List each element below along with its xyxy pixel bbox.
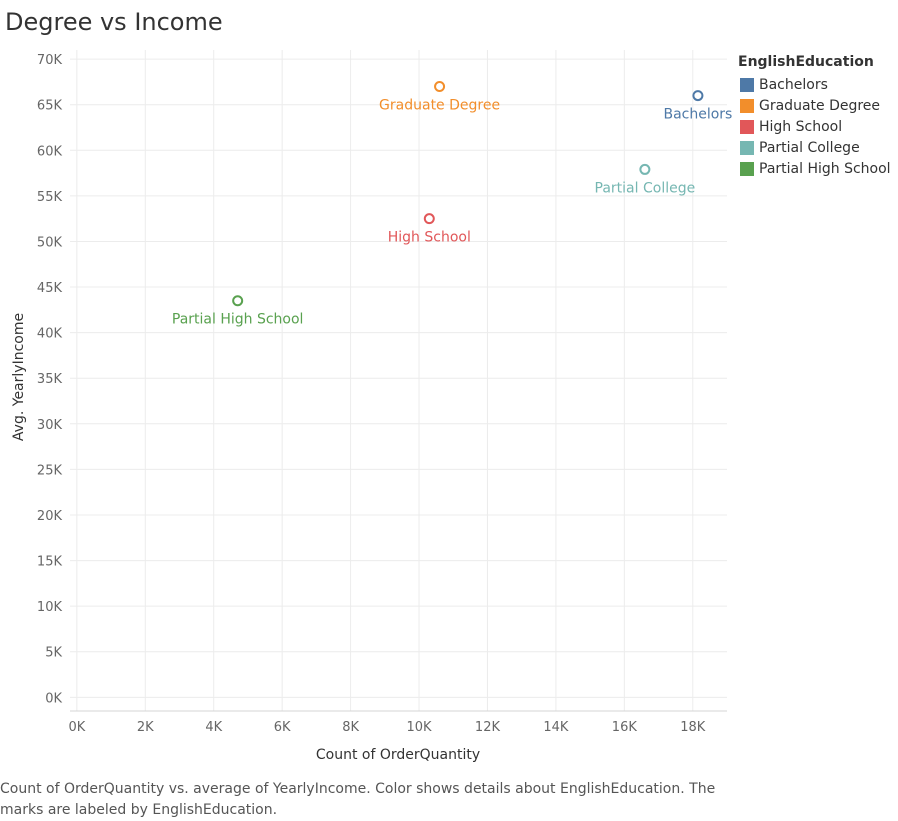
legend-item-partial-high-school[interactable]: Partial High School	[738, 158, 898, 179]
y-tick-label: 60K	[37, 144, 63, 159]
legend-title: EnglishEducation	[738, 54, 874, 70]
x-tick-label: 14K	[543, 720, 569, 735]
legend-item-high-school[interactable]: High School	[738, 116, 898, 137]
point-label: High School	[388, 230, 471, 246]
y-tick-label: 5K	[45, 646, 62, 661]
point-label: Graduate Degree	[379, 97, 500, 113]
scatter-point[interactable]	[692, 90, 704, 102]
x-tick-label: 2K	[137, 720, 154, 735]
scatter-point[interactable]	[639, 163, 651, 175]
legend-label: Bachelors	[759, 76, 828, 93]
axis-layer: 0K 2K 4K 6K 8K 10K 12K 14K 16K 18K 0K 5K 10K 15K 20K 25…	[37, 53, 727, 735]
legend: EnglishEducation Bachelors Graduate Degr…	[738, 54, 898, 179]
legend-item-graduate-degree[interactable]: Graduate Degree	[738, 95, 898, 116]
legend-item-bachelors[interactable]: Bachelors	[738, 74, 898, 95]
chart-caption: Count of OrderQuantity vs. average of Ye…	[0, 781, 716, 818]
legend-label: High School	[759, 118, 843, 135]
y-tick-label: 70K	[37, 53, 63, 68]
x-tick-label: 10K	[406, 720, 432, 735]
y-tick-label: 45K	[37, 281, 63, 296]
y-tick-label: 50K	[37, 235, 63, 250]
y-tick-label: 20K	[37, 509, 63, 524]
legend-swatch	[740, 77, 754, 92]
x-tick-label: 12K	[475, 720, 501, 735]
y-tick-label: 30K	[37, 418, 63, 433]
legend-swatch	[740, 119, 754, 134]
legend-swatch	[740, 98, 754, 113]
x-tick-label: 6K	[274, 720, 291, 735]
scatter-point[interactable]	[423, 213, 435, 225]
y-tick-label: 0K	[45, 691, 62, 706]
grid-layer	[70, 50, 727, 711]
scatter-point[interactable]	[434, 80, 446, 92]
x-tick-label: 16K	[612, 720, 638, 735]
x-tick-label: 0K	[68, 720, 85, 735]
y-tick-label: 55K	[37, 190, 63, 205]
x-tick-label: 8K	[342, 720, 359, 735]
scatter-point[interactable]	[232, 295, 244, 307]
legend-swatch	[740, 161, 754, 176]
x-tick-label: 18K	[680, 720, 706, 735]
point-label: Bachelors	[663, 107, 732, 123]
chart-title: Degree vs Income	[5, 8, 223, 36]
legend-label: Partial High School	[759, 160, 891, 177]
y-tick-label: 25K	[37, 463, 63, 478]
x-tick-label: 4K	[205, 720, 222, 735]
x-axis-label: Count of OrderQuantity	[316, 747, 480, 763]
y-tick-label: 40K	[37, 327, 63, 342]
y-tick-label: 35K	[37, 372, 63, 387]
legend-item-partial-college[interactable]: Partial College	[738, 137, 898, 158]
y-tick-label: 15K	[37, 555, 63, 570]
y-axis-label: Avg. YearlyIncome	[11, 313, 27, 441]
legend-label: Partial College	[759, 139, 860, 156]
y-tick-label: 10K	[37, 600, 63, 615]
point-label: Partial High School	[172, 312, 304, 328]
y-tick-label: 65K	[37, 99, 63, 114]
point-label: Partial College	[595, 180, 696, 196]
legend-label: Graduate Degree	[759, 97, 881, 114]
marks-layer: Bachelors Graduate Degree High School Parti…	[172, 80, 732, 328]
legend-swatch	[740, 140, 754, 155]
